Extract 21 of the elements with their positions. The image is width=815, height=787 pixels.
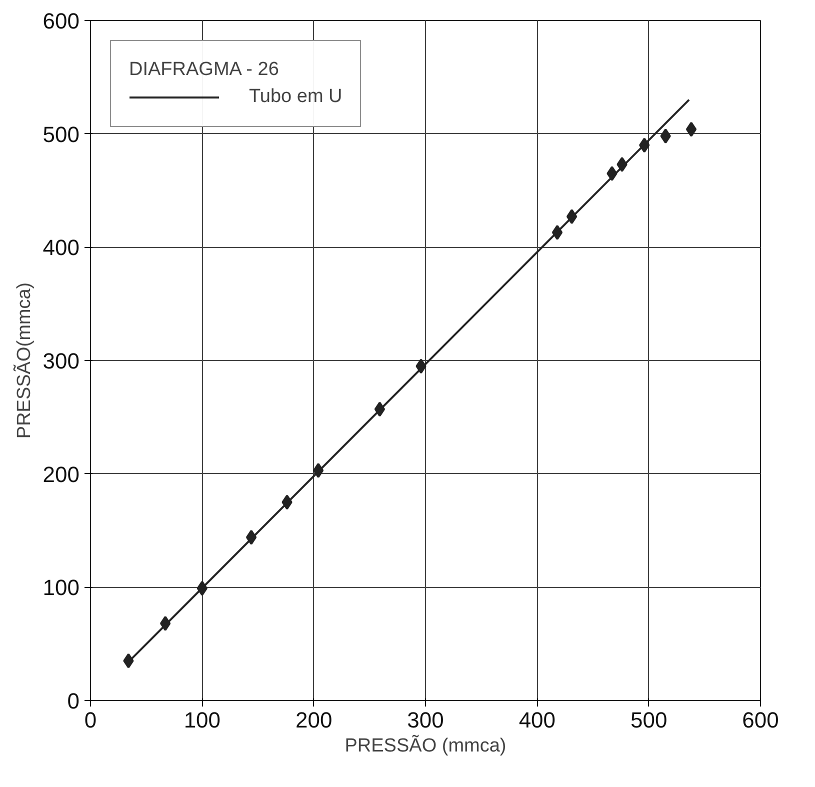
x-tick-label: 500 [630, 708, 668, 732]
y-tick-label: 300 [42, 348, 80, 374]
point [660, 128, 671, 144]
y-tick-label: 0 [67, 688, 80, 714]
y-tick-label: 400 [42, 235, 80, 260]
x-tick-label: 200 [295, 708, 332, 732]
y-tick-label: 200 [42, 462, 80, 487]
y-tick-label: 600 [42, 8, 80, 34]
point [686, 122, 697, 137]
y-axis-title: PRESSÃO(mmca) [12, 282, 35, 439]
x-tick-label: 300 [407, 708, 444, 732]
y-tick-label: 100 [42, 575, 80, 600]
x-tick-label: 100 [184, 708, 221, 732]
x-tick-label: 400 [518, 708, 556, 732]
legend-title: DIAFRAGMA - 26 [129, 59, 280, 81]
x-tick-label: 600 [742, 708, 779, 732]
point [123, 653, 134, 668]
legend-label: Tubo em U [249, 86, 342, 108]
x-tick-label: 0 [84, 708, 97, 732]
x-axis-title: PRESSÃO (mmca) [344, 734, 506, 756]
y-tick-label: 500 [42, 122, 80, 147]
